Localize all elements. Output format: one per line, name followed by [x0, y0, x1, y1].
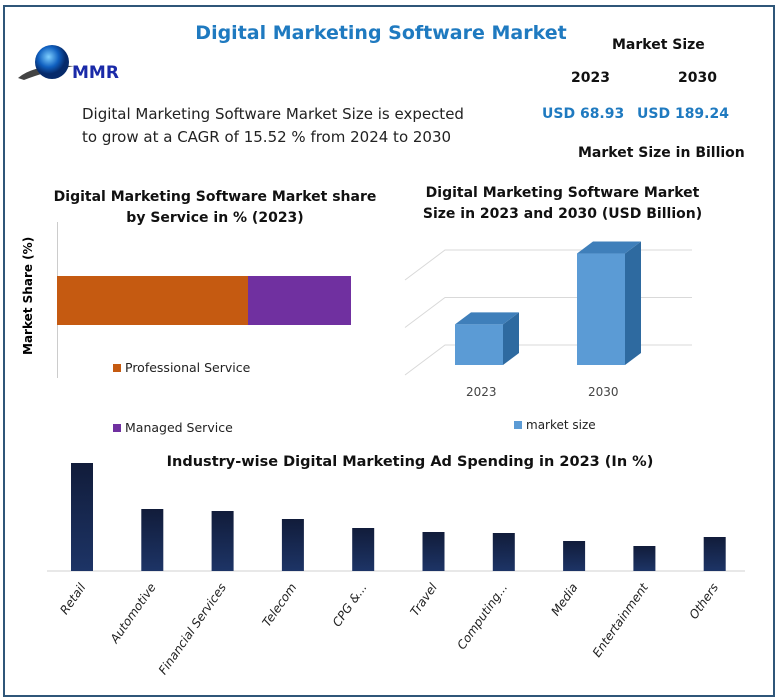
- legend-label: market size: [526, 418, 596, 432]
- market-title-line-1: Digital Marketing Software Market: [425, 185, 700, 201]
- industry-bar: [141, 509, 164, 571]
- bar-professional-service: [57, 276, 249, 325]
- industry-bar: [563, 541, 586, 571]
- gridline: [404, 344, 692, 376]
- legend-market-size: market size: [514, 418, 596, 432]
- industry-x-tick: Others: [687, 581, 722, 622]
- value-2023: USD 68.93: [542, 106, 625, 122]
- industry-x-tick: CPG &...: [330, 581, 370, 630]
- market-bar-2023: [455, 312, 519, 365]
- industry-bar: [352, 528, 375, 571]
- industry-x-tick: Media: [548, 581, 580, 619]
- bar-managed-service: [248, 276, 351, 325]
- industry-bar: [281, 519, 304, 571]
- share-bar: [57, 276, 351, 325]
- industry-x-tick: Automotive: [107, 581, 159, 647]
- share-title-line-1: Digital Marketing Software Market share: [53, 189, 377, 205]
- share-title-line-2: by Service in % (2023): [126, 210, 304, 226]
- legend-swatch: [113, 424, 121, 432]
- year-2023-label: 2023: [571, 70, 610, 86]
- unit-note: Market Size in Billion: [578, 145, 745, 161]
- description-line-2: to grow at a CAGR of 15.52 % from 2024 t…: [82, 128, 452, 146]
- year-2030-label: 2030: [678, 70, 717, 86]
- industry-x-tick: Retail: [57, 580, 89, 617]
- legend-professional: Professional Service: [113, 360, 250, 375]
- industry-chart-title: Industry-wise Digital Marketing Ad Spend…: [166, 454, 654, 470]
- industry-x-tick: Telecom: [259, 581, 299, 630]
- page-title: Digital Marketing Software Market: [195, 22, 567, 44]
- industry-bar: [633, 546, 656, 571]
- legend-managed: Managed Service: [113, 420, 233, 435]
- gridline: [404, 297, 692, 328]
- industry-bar: [703, 537, 726, 571]
- industry-bar: [492, 533, 515, 571]
- market-size-chart: 2023 2030: [404, 241, 692, 399]
- infographic-frame: [3, 5, 775, 697]
- industry-x-tick: Computing...: [454, 581, 510, 652]
- legend-label: Professional Service: [125, 360, 251, 375]
- industry-x-tick: Entertainment: [590, 580, 652, 660]
- legend-swatch: [113, 364, 121, 372]
- industry-bar: [422, 532, 445, 571]
- market-bar-2030: [577, 241, 641, 365]
- svg-text:MMR: MMR: [72, 63, 119, 83]
- market-title-line-2: Size in 2023 and 2030 (USD Billion): [422, 206, 703, 222]
- industry-bar: [71, 463, 93, 571]
- mmr-logo: MMR: [18, 45, 119, 83]
- industry-x-tick: Financial Services: [156, 581, 229, 677]
- value-2030: USD 189.24: [637, 106, 729, 122]
- share-chart-title: Digital Marketing Software Market share …: [50, 187, 380, 229]
- market-chart-title: Digital Marketing Software Market Size i…: [400, 183, 725, 225]
- legend-swatch: [514, 421, 522, 429]
- industry-x-tick: Travel: [408, 580, 441, 618]
- gridline: [404, 249, 692, 281]
- industry-bar: [211, 511, 234, 571]
- description-line-1: Digital Marketing Software Market Size i…: [82, 105, 464, 123]
- market-size-label: Market Size: [612, 37, 705, 53]
- market-x-tick: 2023: [466, 385, 497, 399]
- description: Digital Marketing Software Market Size i…: [82, 103, 464, 149]
- legend-label: Managed Service: [125, 420, 233, 435]
- market-x-tick: 2030: [588, 385, 619, 399]
